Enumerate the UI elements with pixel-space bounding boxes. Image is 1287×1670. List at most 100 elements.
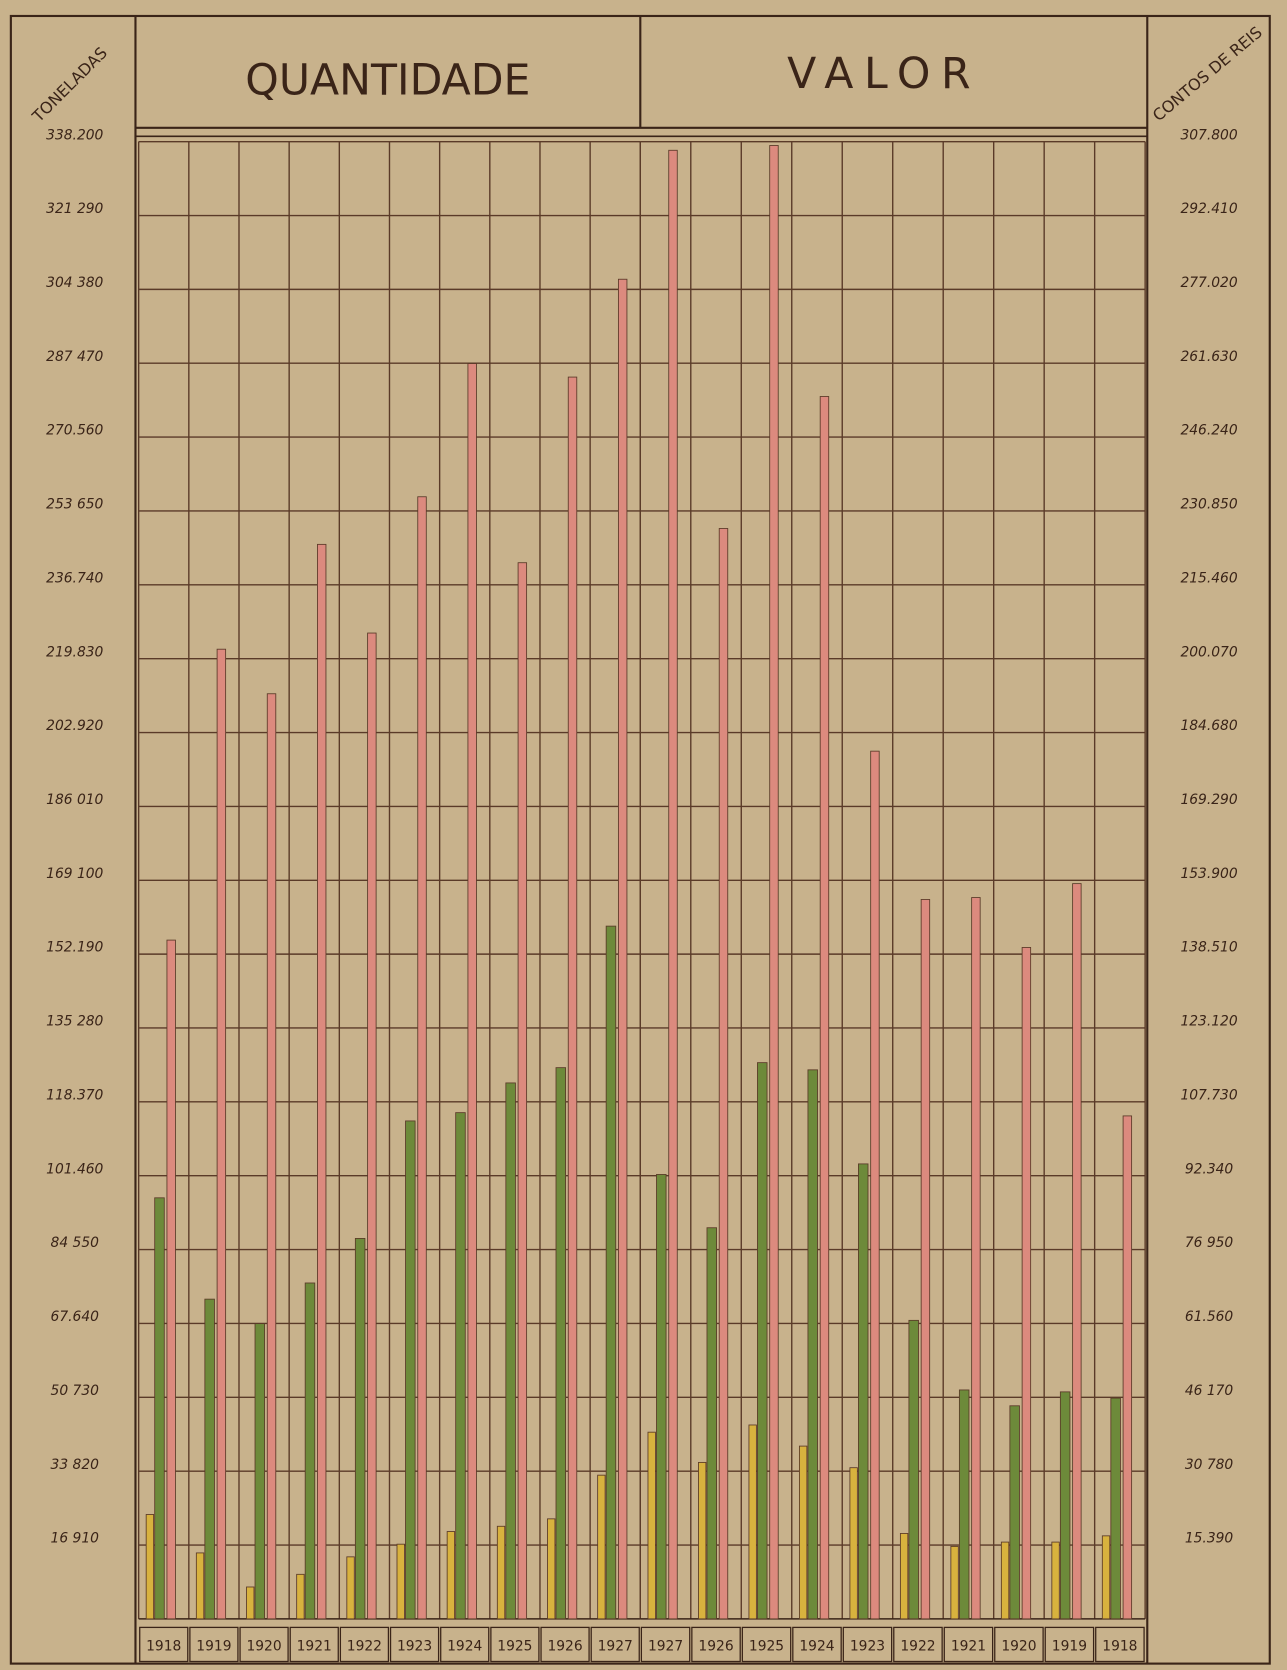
x-tick-label: 1918 xyxy=(1102,1639,1137,1655)
x-tick-label: 1925 xyxy=(749,1639,784,1655)
y-tick-label: 67.640 xyxy=(51,1309,100,1325)
y-tick-label: 30 780 xyxy=(1185,1457,1234,1473)
bar xyxy=(317,543,327,1620)
bar xyxy=(1072,883,1082,1620)
bar xyxy=(467,363,477,1620)
bar xyxy=(254,1323,266,1620)
y-tick-label: 16 910 xyxy=(51,1531,100,1547)
category-box xyxy=(289,1626,339,1663)
x-tick-label: 1927 xyxy=(598,1639,633,1655)
y-tick-label: 186 010 xyxy=(46,792,103,808)
category-box xyxy=(239,1626,289,1663)
y-tick-label: 261.630 xyxy=(1180,349,1237,365)
panel-title: VALOR xyxy=(787,49,981,99)
bar xyxy=(858,1163,869,1620)
category-box xyxy=(490,1626,540,1663)
y-tick-label: 138.510 xyxy=(1180,940,1237,956)
x-tick-label: 1922 xyxy=(347,1639,382,1655)
bar xyxy=(798,1445,808,1620)
category-box xyxy=(1095,1626,1145,1663)
bar xyxy=(446,1531,456,1620)
y-tick-label: 219.830 xyxy=(46,644,103,660)
y-tick-label: 101.460 xyxy=(46,1161,103,1177)
bar xyxy=(706,1227,717,1620)
y-tick-label: 84 550 xyxy=(51,1235,100,1251)
y-tick-label: 169 100 xyxy=(46,866,103,882)
category-box xyxy=(741,1626,792,1663)
y-axis-label: TONELADAS xyxy=(28,43,111,126)
bar xyxy=(367,632,377,1620)
y-tick-label: 307.800 xyxy=(1180,127,1237,143)
category-box xyxy=(792,1626,842,1663)
bar xyxy=(246,1586,255,1620)
y-tick-label: 338.200 xyxy=(46,127,103,143)
y-tick-label: 287 470 xyxy=(46,349,103,365)
bar xyxy=(547,1518,556,1620)
bar xyxy=(567,376,578,1620)
bar xyxy=(1122,1115,1133,1620)
bar xyxy=(1059,1391,1071,1620)
category-box xyxy=(640,1626,691,1663)
bar xyxy=(597,1474,606,1620)
y-axis-label: CONTOS DE REIS xyxy=(1149,23,1266,125)
bar xyxy=(950,1545,959,1620)
bar xyxy=(1000,1541,1010,1620)
bar xyxy=(166,939,176,1620)
y-tick-label: 184.680 xyxy=(1180,718,1237,734)
y-tick-label: 15.390 xyxy=(1185,1531,1234,1547)
bar xyxy=(405,1120,416,1620)
bar xyxy=(1051,1541,1060,1620)
category-box xyxy=(139,1626,189,1663)
y-tick-label: 277.020 xyxy=(1180,275,1237,291)
bar xyxy=(920,899,931,1620)
bar xyxy=(304,1282,316,1620)
bar xyxy=(870,750,880,1620)
bar xyxy=(769,145,779,1620)
bar xyxy=(195,1552,205,1620)
category-box xyxy=(1044,1626,1095,1663)
bar xyxy=(396,1543,405,1620)
category-box xyxy=(893,1626,943,1663)
y-tick-label: 246.240 xyxy=(1180,423,1237,439)
bar xyxy=(1009,1405,1020,1620)
y-tick-label: 118.370 xyxy=(46,1087,103,1103)
x-tick-label: 1921 xyxy=(297,1639,332,1655)
bar xyxy=(266,693,277,1620)
category-box xyxy=(189,1626,239,1663)
bar xyxy=(145,1514,155,1620)
category-box xyxy=(590,1626,640,1663)
bar xyxy=(517,562,528,1620)
x-tick-label: 1924 xyxy=(799,1639,834,1655)
bar xyxy=(505,1082,516,1620)
bar xyxy=(296,1573,305,1620)
bar xyxy=(154,1197,165,1620)
x-tick-label: 1926 xyxy=(547,1639,582,1655)
y-tick-label: 321 290 xyxy=(46,201,103,217)
y-tick-label: 61.560 xyxy=(1185,1309,1234,1325)
category-box xyxy=(691,1626,741,1663)
bar xyxy=(417,496,427,1620)
y-tick-label: 153.900 xyxy=(1180,866,1237,882)
bar xyxy=(971,897,981,1620)
bar xyxy=(757,1062,768,1620)
y-tick-label: 50 730 xyxy=(51,1383,100,1399)
x-tick-label: 1923 xyxy=(850,1639,885,1655)
bar xyxy=(668,149,678,1620)
y-tick-label: 135 280 xyxy=(46,1014,103,1030)
x-tick-label: 1925 xyxy=(497,1639,532,1655)
bar xyxy=(605,925,617,1620)
y-tick-label: 33 820 xyxy=(51,1457,100,1473)
y-tick-label: 292.410 xyxy=(1180,201,1237,217)
x-tick-label: 1922 xyxy=(900,1639,935,1655)
bar xyxy=(216,648,227,1620)
y-tick-label: 230.850 xyxy=(1180,497,1237,513)
bar xyxy=(1021,947,1032,1620)
bar xyxy=(455,1112,466,1620)
x-tick-label: 1919 xyxy=(1052,1639,1087,1655)
x-tick-label: 1918 xyxy=(146,1639,181,1655)
bar xyxy=(555,1067,567,1620)
category-box xyxy=(389,1626,440,1663)
x-tick-label: 1920 xyxy=(246,1639,281,1655)
